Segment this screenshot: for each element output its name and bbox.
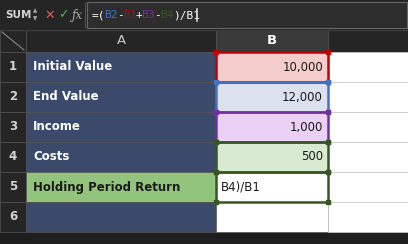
Bar <box>26 112 216 142</box>
Bar <box>216 202 328 232</box>
Text: End Value: End Value <box>33 91 99 103</box>
Text: ✓: ✓ <box>58 9 68 21</box>
Text: -: - <box>117 10 124 20</box>
Bar <box>87 2 407 28</box>
Text: B4)/B1: B4)/B1 <box>221 181 261 193</box>
Text: )/B1: )/B1 <box>173 10 200 20</box>
Text: SUM: SUM <box>5 10 31 20</box>
Text: +: + <box>135 10 142 20</box>
Bar <box>26 172 216 202</box>
Text: A: A <box>116 34 126 48</box>
Text: B2: B2 <box>104 10 118 20</box>
Bar <box>328 52 408 82</box>
Bar <box>216 172 328 202</box>
Text: 1,000: 1,000 <box>290 121 323 133</box>
Bar <box>26 52 216 82</box>
Bar <box>26 142 216 172</box>
Bar <box>216 82 328 112</box>
Text: ▲: ▲ <box>33 9 37 13</box>
Text: Income: Income <box>33 121 81 133</box>
Bar <box>26 30 216 52</box>
Text: ▼: ▼ <box>33 17 37 21</box>
Bar <box>216 52 328 82</box>
Text: Initial Value: Initial Value <box>33 61 112 73</box>
Bar <box>328 112 408 142</box>
Bar <box>0 172 26 202</box>
Bar <box>0 0 408 30</box>
Text: ✕: ✕ <box>45 9 55 21</box>
Bar <box>216 82 328 112</box>
Bar <box>216 172 328 202</box>
Text: 6: 6 <box>9 211 17 224</box>
Text: B3: B3 <box>142 10 155 20</box>
Bar <box>216 30 328 52</box>
Bar <box>0 112 26 142</box>
Text: B1: B1 <box>123 10 137 20</box>
Bar <box>26 202 216 232</box>
Text: 12,000: 12,000 <box>282 91 323 103</box>
Bar <box>328 82 408 112</box>
Bar <box>328 30 408 52</box>
Bar <box>216 142 328 172</box>
Bar <box>26 82 216 112</box>
Text: 10,000: 10,000 <box>282 61 323 73</box>
Bar <box>0 52 26 82</box>
Bar <box>0 142 26 172</box>
Bar <box>0 30 26 52</box>
Bar <box>0 202 26 232</box>
Bar <box>216 112 328 142</box>
Bar <box>328 172 408 202</box>
Text: 5: 5 <box>9 181 17 193</box>
Text: 500: 500 <box>301 151 323 163</box>
Text: 4: 4 <box>9 151 17 163</box>
Bar <box>216 112 328 142</box>
Bar <box>216 52 328 82</box>
Bar <box>216 142 328 172</box>
Bar <box>0 82 26 112</box>
Text: -: - <box>154 10 161 20</box>
Text: 1: 1 <box>9 61 17 73</box>
Text: B4: B4 <box>160 10 174 20</box>
Text: 2: 2 <box>9 91 17 103</box>
Bar <box>328 202 408 232</box>
Text: B: B <box>267 34 277 48</box>
Text: Holding Period Return: Holding Period Return <box>33 181 180 193</box>
Text: 3: 3 <box>9 121 17 133</box>
Text: =(: =( <box>92 10 106 20</box>
Text: Costs: Costs <box>33 151 69 163</box>
Text: ƒx: ƒx <box>71 9 82 21</box>
Bar <box>328 142 408 172</box>
